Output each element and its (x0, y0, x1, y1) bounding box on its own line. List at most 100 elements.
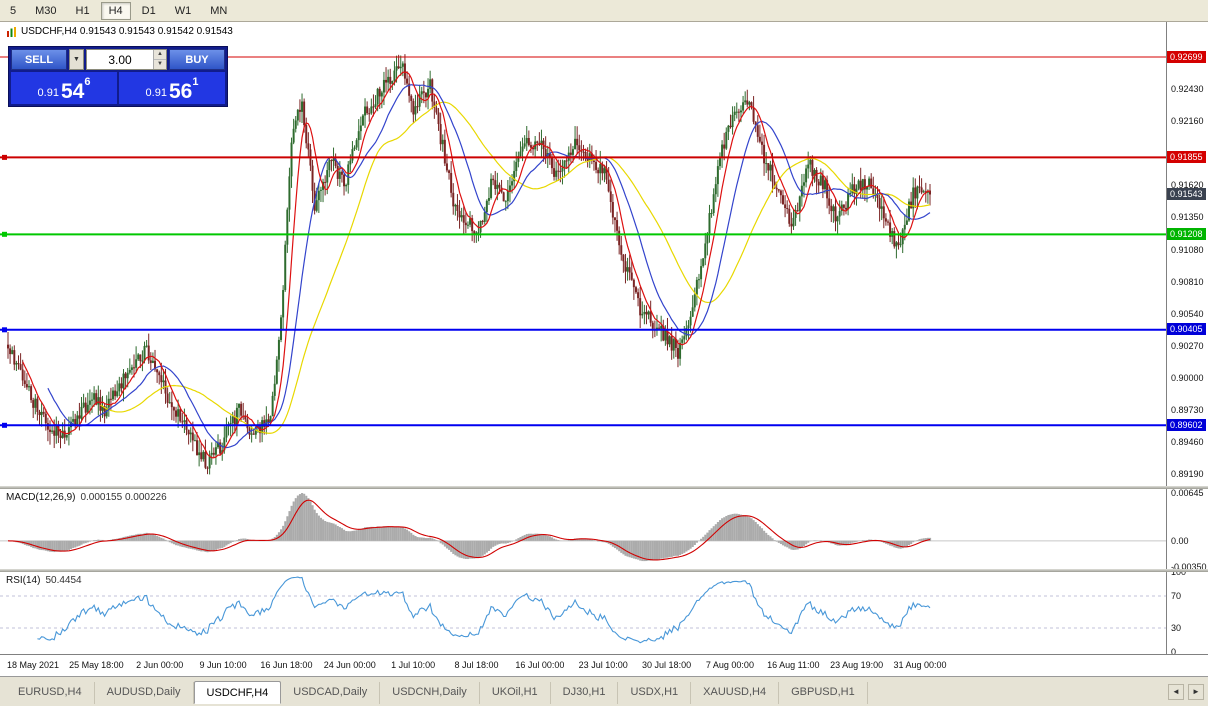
rsi-name: RSI(14) (6, 575, 41, 586)
sell-price-fraction: 6 (84, 76, 91, 88)
chart-tabs-bar: EURUSD,H4 AUDUSD,Daily USDCHF,H4 USDCAD,Dai… (0, 676, 1208, 706)
chart-tab-gbpusd-h1[interactable]: GBPUSD,H1 (779, 682, 868, 704)
tabs-scroll-right-button[interactable]: ► (1188, 684, 1204, 700)
time-label-9: 23 Jul 10:00 (578, 660, 628, 670)
time-label-12: 16 Aug 11:00 (767, 660, 820, 670)
timeframe-button-d1[interactable]: D1 (141, 4, 156, 17)
sell-price-display[interactable]: 0.91 54 6 (11, 72, 117, 104)
chart-title-icon (7, 26, 16, 37)
sell-button[interactable]: SELL (11, 49, 67, 70)
buy-button[interactable]: BUY (169, 49, 225, 70)
timeframe-button-h4[interactable]: H4 (100, 1, 131, 20)
price-tick-0.90810: 0.90810 (1171, 276, 1204, 287)
chart-tab-audusd-daily[interactable]: AUDUSD,Daily (95, 682, 194, 704)
price-tick-0.92430: 0.92430 (1171, 84, 1204, 94)
price-label-0.91543: 0.91543 (1167, 187, 1206, 200)
price-tick-0.89730: 0.89730 (1171, 405, 1204, 416)
buy-price-fraction: 1 (192, 76, 199, 88)
chevron-down-icon: ▼ (73, 56, 80, 63)
volume-input[interactable] (87, 50, 153, 69)
time-label-11: 7 Aug 00:00 (705, 660, 754, 670)
chart-tab-eurusd-h4[interactable]: EURUSD,H4 (6, 682, 95, 704)
chart-tab-dj30-h1[interactable]: DJ30,H1 (551, 682, 619, 704)
time-label-2: 2 Jun 00:00 (136, 660, 184, 670)
rsi-scale-70: 70 (1171, 591, 1182, 601)
timeframe-button-5[interactable]: 5 (10, 4, 17, 17)
sell-price-pips: 54 (60, 80, 85, 103)
macd-scale-0.00645: 0.00645 (1171, 488, 1204, 498)
price-label-0.89602: 0.89602 (1167, 418, 1206, 431)
time-label-7: 8 Jul 18:00 (454, 660, 499, 670)
time-label-0: 18 May 2021 (6, 660, 60, 670)
price-scale[interactable]: 0.92430 0.92160 0.91620 0.91350 0.91080 0.908… (1166, 22, 1208, 657)
price-tick-0.90540: 0.90540 (1171, 308, 1204, 319)
price-tick-0.92160: 0.92160 (1171, 116, 1204, 127)
time-label-5: 24 Jun 00:00 (323, 660, 376, 670)
chart-tab-usdcad-daily[interactable]: USDCAD,Daily (281, 682, 381, 704)
rsi-value: 50.4454 (45, 575, 82, 586)
rsi-label: RSI(14) 50.4454 (6, 575, 82, 586)
time-label-14: 31 Aug 00:00 (893, 660, 947, 670)
macd-values: 0.000155 0.000226 (80, 492, 167, 503)
trade-panel-controls: SELL ▼ ▲ ▼ BUY (11, 49, 225, 70)
time-label-10: 30 Jul 18:00 (642, 660, 692, 670)
trade-panel-prices: 0.91 54 6 0.91 56 1 (11, 72, 225, 104)
price-tick-0.91620: 0.91620 (1171, 180, 1204, 191)
chart-title: USDCHF,H4 0.91543 0.91543 0.91542 0.9154… (7, 26, 233, 37)
timeframe-button-w1[interactable]: W1 (174, 4, 192, 17)
chart-tab-usdx-h1[interactable]: USDX,H1 (618, 682, 692, 704)
chart-tab-usdchf-h4[interactable]: USDCHF,H4 (193, 681, 282, 704)
buy-price-pips: 56 (168, 80, 193, 103)
time-label-3: 9 Jun 10:00 (199, 660, 247, 670)
arrow-left-icon: ◄ (1172, 687, 1180, 696)
price-label-0.90405: 0.90405 (1167, 323, 1206, 336)
timeframe-button-m30[interactable]: M30 (35, 4, 57, 17)
chart-tab-ukoil-h1[interactable]: UKOil,H1 (480, 682, 551, 704)
macd-label: MACD(12,26,9) 0.000155 0.000226 (6, 492, 167, 503)
macd-name: MACD(12,26,9) (6, 492, 76, 503)
tabs-scroll-controls: ◄ ► (1168, 684, 1204, 700)
buy-price-display[interactable]: 0.91 56 1 (119, 72, 225, 104)
volume-down-button[interactable]: ▼ (154, 59, 166, 69)
price-tick-0.89460: 0.89460 (1171, 437, 1204, 448)
price-label-0.92699: 0.92699 (1167, 50, 1206, 63)
timeframe-buttons: 5 M30 H1 H4 D1 W1 MN (0, 1, 235, 20)
rsi-scale-30: 30 (1171, 623, 1182, 633)
rsi-scale-100: 100 (1171, 567, 1187, 577)
arrow-right-icon: ► (1192, 687, 1200, 696)
macd-scale--0.00350: -0.00350 (1171, 561, 1207, 572)
chart-tabs: EURUSD,H4 AUDUSD,Daily USDCHF,H4 USDCAD,Dai… (6, 681, 868, 704)
price-tick-0.90000: 0.90000 (1171, 372, 1204, 383)
time-label-4: 16 Jun 18:00 (260, 660, 313, 670)
time-label-6: 1 Jul 10:00 (391, 660, 436, 670)
volume-spinner: ▲ ▼ (153, 50, 166, 69)
time-label-1: 25 May 18:00 (69, 660, 124, 670)
volume-up-button[interactable]: ▲ (154, 50, 166, 59)
chart-window: USDCHF,H4 0.91543 0.91543 0.91542 0.9154… (0, 22, 1208, 676)
chart-title-text: USDCHF,H4 0.91543 0.91543 0.91542 0.9154… (21, 26, 233, 37)
rsi-panel-splitter[interactable] (0, 569, 1208, 572)
timeframe-toolbar: 5 M30 H1 H4 D1 W1 MN (0, 0, 1208, 22)
time-label-8: 16 Jul 00:00 (515, 660, 565, 670)
buy-price-base: 0.91 (145, 87, 167, 99)
tabs-scroll-left-button[interactable]: ◄ (1168, 684, 1184, 700)
volume-dropdown-button[interactable]: ▼ (69, 49, 84, 70)
timeframe-button-mn[interactable]: MN (210, 4, 228, 17)
price-tick-0.89190: 0.89190 (1171, 469, 1204, 480)
price-tick-0.91350: 0.91350 (1171, 212, 1204, 223)
chart-canvas[interactable] (0, 22, 1166, 654)
price-tick-0.91080: 0.91080 (1171, 244, 1204, 255)
sell-price-base: 0.91 (37, 87, 59, 99)
time-axis[interactable]: 18 May 2021 25 May 18:00 2 Jun 00:00 9 Jun … (0, 654, 1208, 676)
chart-tab-usdcnh-daily[interactable]: USDCNH,Daily (380, 682, 480, 704)
chart-tab-xauusd-h4[interactable]: XAUUSD,H4 (691, 682, 780, 704)
one-click-trade-panel: SELL ▼ ▲ ▼ BUY 0.91 54 6 0.9 (8, 46, 228, 107)
macd-panel-splitter[interactable] (0, 486, 1208, 489)
volume-field: ▲ ▼ (86, 49, 167, 70)
rsi-scale-0: 0 (1171, 647, 1177, 657)
timeframe-button-h1[interactable]: H1 (75, 4, 90, 17)
price-label-0.91855: 0.91855 (1167, 150, 1206, 163)
price-tick-0.90270: 0.90270 (1171, 340, 1204, 351)
time-label-13: 23 Aug 19:00 (830, 660, 884, 670)
